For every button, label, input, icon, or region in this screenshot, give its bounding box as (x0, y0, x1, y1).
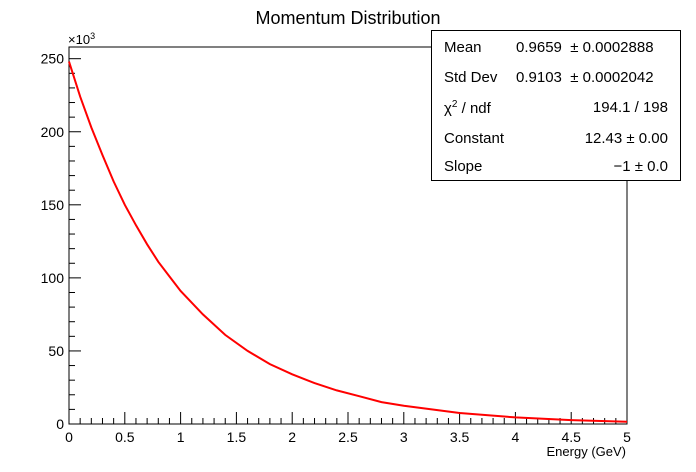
x-tick-label: 1.5 (227, 429, 247, 445)
stat-mean-label: Mean (444, 39, 482, 56)
stat-row-mean: Mean 0.9659 ± 0.0002888 (432, 33, 680, 61)
stat-mean-number: 0.9659 (516, 39, 562, 56)
stat-constant-value: 12.43 ± 0.00 (584, 130, 668, 147)
stat-chi2-value: 194.1 / 198 (592, 99, 668, 116)
y-tick-label: 100 (41, 270, 65, 286)
x-tick-label: 2 (288, 429, 296, 445)
stat-stddev-number: 0.9103 (516, 69, 562, 86)
stat-mean-value: 0.9659 ± 0.0002888 (516, 39, 654, 56)
stat-mean-error: ± 0.0002888 (570, 39, 654, 56)
y-tick-label: 250 (41, 51, 65, 67)
x-tick-label: 1 (177, 429, 185, 445)
y-tick-label: 150 (41, 197, 65, 213)
x-tick-label: 2.5 (338, 429, 358, 445)
stat-constant-label: Constant (444, 130, 505, 147)
chi2-symbol: χ (444, 100, 452, 117)
x-axis-label: Energy (GeV) (547, 444, 626, 459)
x-tick-label: 4 (512, 429, 520, 445)
stat-row-stddev: Std Dev 0.9103 ± 0.0002042 (432, 63, 680, 91)
y-multiplier-exponent: 3 (90, 31, 95, 41)
y-tick-label: 200 (41, 124, 65, 140)
x-tick-label: 0 (65, 429, 73, 445)
stat-slope-value: −1 ± 0.0 (613, 158, 668, 175)
x-tick-label: 3.5 (450, 429, 470, 445)
x-axis: 0 0.5 1 1.5 2 2.5 3 3.5 4 4.5 5 (65, 412, 631, 445)
stat-row-constant: Constant 12.43 ± 0.00 (432, 124, 680, 152)
series-line (68, 61, 628, 423)
x-tick-label: 3 (400, 429, 408, 445)
stat-stddev-label: Std Dev (444, 69, 498, 86)
y-multiplier-base: ×10 (68, 32, 90, 47)
stat-stddev-error: ± 0.0002042 (570, 69, 654, 86)
stat-row-chi2: χ2 / ndf 194.1 / 198 (432, 93, 680, 121)
y-tick-label: 0 (56, 416, 64, 432)
y-multiplier-label: ×103 (68, 31, 95, 47)
y-tick-label: 50 (48, 343, 64, 359)
chart-title: Momentum Distribution (255, 8, 440, 28)
stat-stddev-value: 0.9103 ± 0.0002042 (516, 69, 654, 86)
x-tick-label: 0.5 (115, 429, 135, 445)
chi2-exponent: 2 (451, 99, 458, 110)
chi2-ndf-text: / ndf (457, 100, 491, 117)
x-tick-label: 4.5 (561, 429, 581, 445)
stats-box: Mean 0.9659 ± 0.0002888 Std Dev 0.9103 ±… (431, 30, 681, 181)
stat-row-slope: Slope −1 ± 0.0 (432, 152, 680, 180)
y-axis: 0 50 100 150 200 250 (41, 51, 81, 432)
stat-chi2-label: χ2 / ndf (444, 99, 491, 117)
stat-slope-label: Slope (444, 158, 483, 175)
x-tick-label: 5 (623, 429, 631, 445)
